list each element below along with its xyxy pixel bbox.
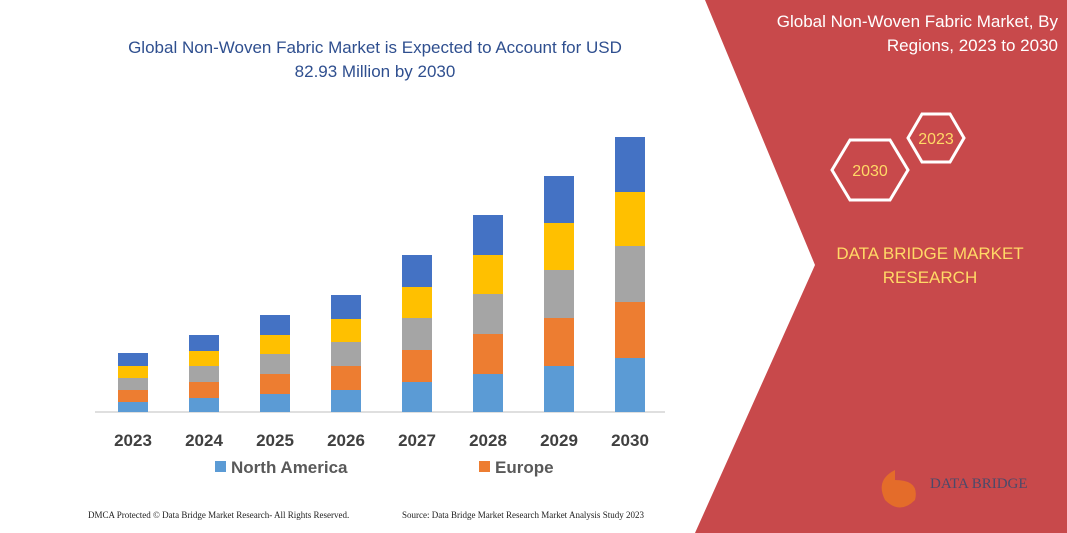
bar-segment bbox=[473, 294, 503, 334]
x-tick-label: 2027 bbox=[398, 431, 436, 450]
bar-segment bbox=[260, 354, 290, 374]
bar-segment bbox=[331, 319, 361, 342]
legend-label: Europe bbox=[495, 458, 554, 477]
bar-segment bbox=[189, 351, 219, 366]
legend-swatch bbox=[479, 461, 490, 472]
bar-segment bbox=[544, 366, 574, 412]
bar-segment bbox=[473, 374, 503, 412]
panel-title: Global Non-Woven Fabric Market, By Regio… bbox=[776, 12, 1058, 55]
x-tick-label: 2030 bbox=[611, 431, 649, 450]
bar-segment bbox=[331, 295, 361, 319]
x-tick-label: 2026 bbox=[327, 431, 365, 450]
x-tick-label: 2028 bbox=[469, 431, 507, 450]
legend-swatch bbox=[215, 461, 226, 472]
bar-segment bbox=[473, 255, 503, 294]
hexagon bbox=[830, 138, 910, 202]
bar-segment bbox=[615, 137, 645, 192]
bar-segment bbox=[402, 255, 432, 287]
hex-label: 2030 bbox=[852, 163, 888, 180]
footer-right: Source: Data Bridge Market Research Mark… bbox=[402, 510, 644, 520]
bar-segment bbox=[402, 287, 432, 318]
bar-segment bbox=[615, 192, 645, 246]
chart-title: Global Non-Woven Fabric Market is Expect… bbox=[128, 38, 622, 81]
bar-segment bbox=[331, 342, 361, 366]
bar-segment bbox=[402, 382, 432, 412]
bar-segment bbox=[260, 315, 290, 335]
bar-segment bbox=[544, 176, 574, 223]
bar-segment bbox=[118, 378, 148, 390]
bar-segment bbox=[189, 366, 219, 382]
hexagon bbox=[906, 112, 966, 164]
logo-icon bbox=[881, 470, 916, 508]
bar-segment bbox=[544, 318, 574, 366]
bar-segment bbox=[615, 246, 645, 302]
x-tick-label: 2029 bbox=[540, 431, 578, 450]
bar-segment bbox=[473, 334, 503, 374]
x-tick-label: 2023 bbox=[114, 431, 152, 450]
logo: DATA BRIDGE bbox=[930, 476, 1028, 492]
bar-segment bbox=[118, 366, 148, 378]
bar-segment bbox=[260, 374, 290, 394]
side-panel bbox=[695, 0, 1067, 533]
bar-segment bbox=[544, 270, 574, 318]
x-tick-label: 2024 bbox=[185, 431, 223, 450]
bar-segment bbox=[189, 398, 219, 412]
bar-segment bbox=[402, 350, 432, 382]
bar-segment bbox=[189, 382, 219, 398]
bar-segment bbox=[615, 358, 645, 412]
brand: DATA BRIDGE MARKET RESEARCH bbox=[836, 244, 1024, 287]
bar-segment bbox=[118, 353, 148, 366]
bar-segment bbox=[331, 390, 361, 412]
bar-segment bbox=[544, 223, 574, 270]
bar-segment bbox=[118, 402, 148, 412]
bar-segment bbox=[473, 215, 503, 255]
legend-label: North America bbox=[231, 458, 348, 477]
x-tick-label: 2025 bbox=[256, 431, 294, 450]
bar-segment bbox=[189, 335, 219, 351]
hex-label: 2023 bbox=[918, 131, 954, 148]
bar-segment bbox=[260, 335, 290, 354]
bar-segment bbox=[331, 366, 361, 390]
bar-segment bbox=[402, 318, 432, 350]
bar-segment bbox=[615, 302, 645, 358]
bar-segment bbox=[118, 390, 148, 402]
footer-left: DMCA Protected © Data Bridge Market Rese… bbox=[88, 510, 350, 520]
bar-segment bbox=[260, 394, 290, 412]
